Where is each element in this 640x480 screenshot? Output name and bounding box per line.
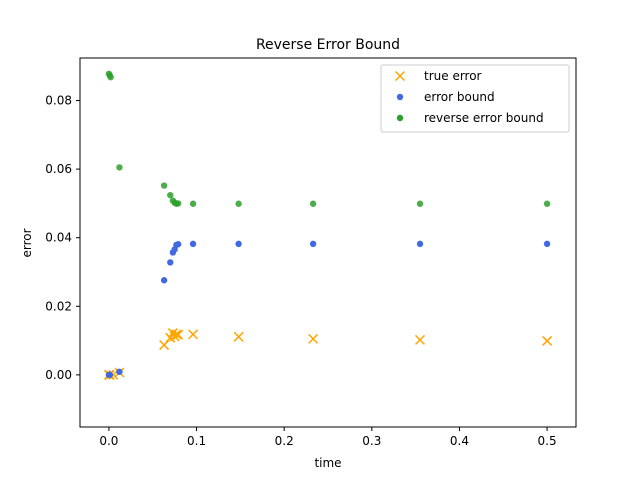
- true-error-point: [542, 335, 553, 346]
- legend-label: error bound: [424, 90, 495, 104]
- error-bound-point: [189, 240, 197, 248]
- y-tick-label: 0.00: [45, 368, 72, 382]
- true-error-point: [233, 331, 244, 342]
- x-tick-label: 0.1: [187, 434, 206, 448]
- reverse-error-bound-point: [167, 191, 174, 199]
- plot-area-frame: [79, 57, 577, 428]
- reverse-error-bound-point: [309, 200, 317, 207]
- y-tick-label: 0.02: [45, 299, 72, 313]
- error-bound-point: [309, 240, 317, 248]
- reverse-error-bound-point: [235, 200, 242, 207]
- error-bound-point: [174, 241, 182, 248]
- legend-label: reverse error bound: [424, 111, 544, 125]
- x-tick-label: 0.3: [362, 434, 381, 448]
- true-error-point: [173, 329, 184, 340]
- y-tick-label: 0.04: [45, 231, 72, 245]
- series-reverse-error-bound: [105, 70, 551, 207]
- x-tick-label: 0.0: [99, 434, 118, 448]
- reverse-error-bound-point: [116, 164, 123, 171]
- reverse-error-bound-point: [107, 74, 114, 81]
- x-tick-label: 0.2: [275, 434, 294, 448]
- chart-title: Reverse Error Bound: [256, 37, 400, 53]
- error-bound-point: [160, 277, 168, 284]
- y-tick-label: 0.06: [45, 162, 72, 176]
- true-error-point: [308, 333, 319, 344]
- x-tick-label: 0.4: [450, 434, 469, 448]
- true-error-point: [159, 340, 170, 351]
- error-bound-point: [167, 259, 174, 266]
- reverse-error-bound-point: [174, 200, 182, 207]
- axis-ticks: 0.0 0.1 0.2 0.3 0.4 0.5 0.00 0.02 0.04 0.06 0.08: [45, 94, 556, 448]
- true-error-point: [171, 329, 182, 340]
- error-bound-point: [116, 368, 123, 375]
- y-axis-label: error: [20, 228, 34, 257]
- reverse-error-bound-point: [416, 200, 424, 207]
- series-error-bound: [105, 240, 551, 379]
- error-bound-point: [106, 371, 113, 379]
- legend-marker-dot: [396, 93, 404, 101]
- error-bound-point: [543, 240, 551, 248]
- legend: true error error bound reverse error bound: [380, 64, 570, 133]
- legend-label: true error: [424, 69, 482, 83]
- x-axis-label: time: [314, 456, 341, 470]
- legend-marker-x: [394, 70, 406, 82]
- reverse-error-bound-point: [189, 200, 197, 207]
- reverse-error-bound-point: [160, 182, 168, 189]
- data-marks: [103, 70, 553, 380]
- error-bound-point: [235, 240, 242, 248]
- true-error-point: [414, 334, 426, 345]
- legend-marker-dot: [396, 114, 404, 122]
- x-tick-label: 0.5: [538, 434, 557, 448]
- true-error-point: [188, 329, 199, 340]
- legend-box: [380, 64, 570, 133]
- error-bound-point: [416, 240, 424, 248]
- y-tick-label: 0.08: [45, 94, 72, 108]
- reverse-error-bound-point: [543, 200, 551, 207]
